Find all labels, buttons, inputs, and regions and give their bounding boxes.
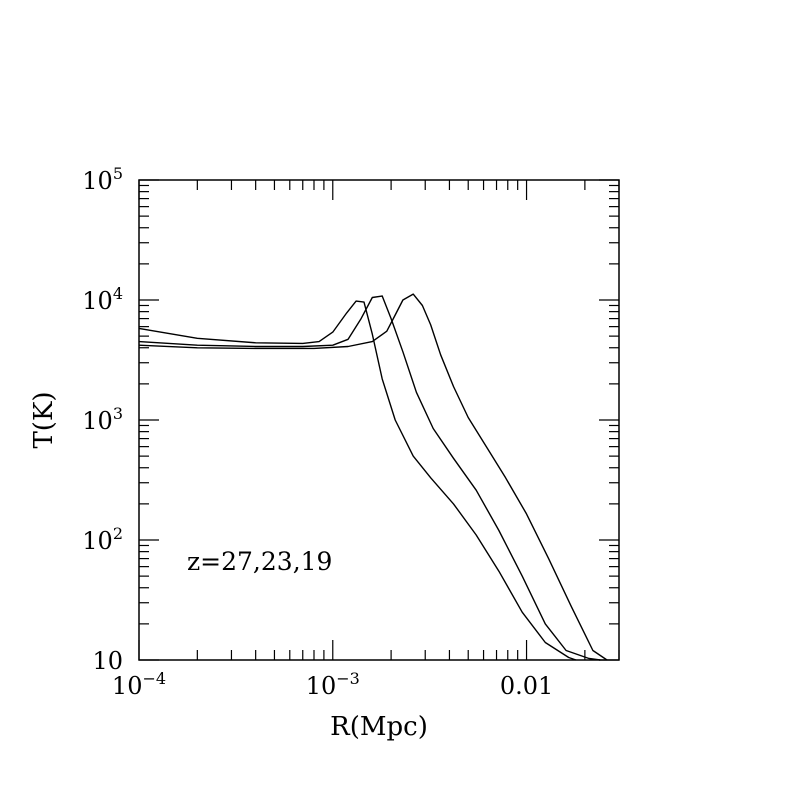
redshift-annotation: z=27,23,19 — [187, 547, 332, 576]
y-axis-label: T(K) — [29, 391, 59, 448]
x-tick-label: 10−3 — [306, 669, 360, 700]
series-lines — [138, 293, 608, 661]
plot-frame — [138, 179, 620, 661]
y-tick-label: 10 — [92, 647, 123, 675]
series-line-3 — [138, 293, 608, 661]
y-tick-label: 102 — [82, 524, 123, 555]
y-tick-label: 103 — [82, 404, 123, 435]
axis-ticks — [138, 179, 620, 661]
x-tick-label: 10−4 — [112, 669, 166, 700]
series-line-1 — [138, 300, 577, 661]
series-line-2 — [138, 295, 601, 661]
y-tick-label: 105 — [82, 164, 123, 195]
x-tick-label: 0.01 — [500, 672, 553, 700]
y-tick-label: 104 — [82, 284, 123, 315]
x-axis-label: R(Mpc) — [330, 712, 428, 742]
tick-labels: 10−4 10−3 0.01 10 102 103 104 105 — [82, 164, 553, 700]
